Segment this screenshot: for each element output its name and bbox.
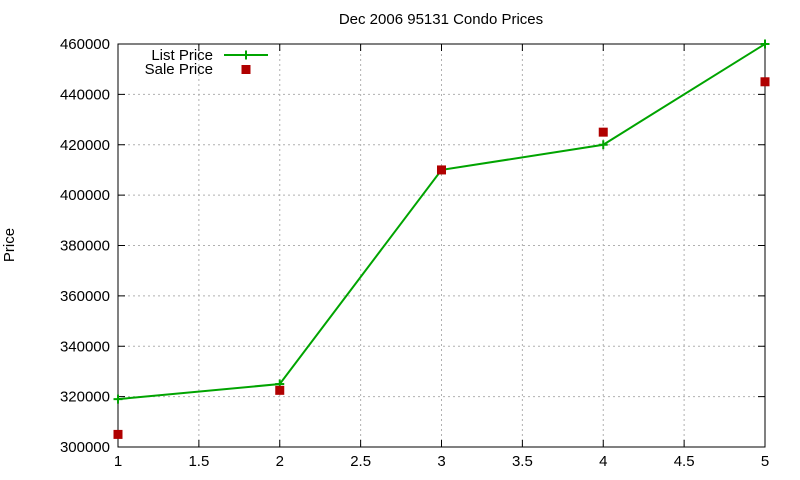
plot-border [117,43,766,448]
legend-sale-price-sample-marker [241,65,251,74]
chart-title: Dec 2006 95131 Condo Prices [339,11,543,28]
sale-price-marker [437,165,446,175]
y-tick-label: 460000 [60,36,110,53]
sale-price-marker [760,77,770,87]
x-tick-label: 2.5 [350,453,371,470]
sale-price-marker [113,429,123,439]
sale-price-marker [275,385,285,395]
x-tick-label: 3 [437,453,445,470]
y-tick-label: 320000 [60,389,110,406]
y-axis-label: Price [1,228,18,262]
series-layer [113,39,770,439]
x-tick-label: 1.5 [188,453,209,470]
x-tick-label: 4.5 [674,453,695,470]
y-tick-label: 380000 [60,238,110,255]
y-tick-label: 360000 [60,288,110,305]
x-tick-label: 3.5 [512,453,533,470]
y-tick-label: 340000 [60,338,110,355]
frame-layer [117,43,766,448]
x-tick-label: 5 [761,453,769,470]
y-tick-label: 300000 [60,439,110,456]
x-tick-label: 2 [276,453,284,470]
legend: List Price Sale Price [145,47,268,78]
legend-label-list-price: List Price [151,47,213,64]
x-tick-label: 4 [599,453,607,470]
x-tick-label: 1 [114,453,122,470]
legend-samples [224,50,268,74]
label-layer: 300000 320000 340000 360000 380000 400000 4200… [60,36,769,470]
sale-price-marker [598,127,608,137]
y-tick-label: 440000 [60,86,110,103]
legend-label-sale-price: Sale Price [145,61,213,78]
y-tick-label: 420000 [60,137,110,154]
y-tick-label: 400000 [60,187,110,204]
